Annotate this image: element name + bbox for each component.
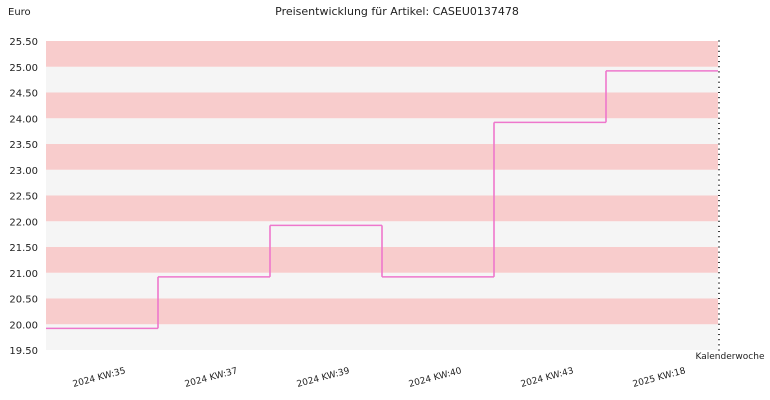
x-tick-label: 2024 KW:37 <box>184 366 239 390</box>
x-tick-label: 2024 KW:39 <box>296 366 351 390</box>
plot-band <box>46 92 718 119</box>
plot-band <box>46 298 718 325</box>
y-tick-label: 25.50 <box>9 37 38 48</box>
y-tick-label: 20.50 <box>9 295 38 306</box>
y-tick-label: 25.00 <box>9 63 38 74</box>
x-axis: 2024 KW:35 2024 KW:37 2024 KW:39 2024 KW:40… <box>72 366 687 390</box>
x-tick-label: 2024 KW:35 <box>72 366 127 390</box>
x-axis-label: Kalenderwoche <box>695 352 764 362</box>
plot-background-bands <box>46 41 718 350</box>
y-tick-label: 19.50 <box>9 346 38 357</box>
plot-band <box>46 144 718 170</box>
y-tick-label: 24.50 <box>9 89 38 100</box>
y-tick-label: 23.50 <box>9 140 38 151</box>
y-tick-label: 22.50 <box>9 192 38 203</box>
y-tick-label: 24.00 <box>9 114 38 125</box>
y-tick-label: 20.00 <box>9 320 38 331</box>
y-tick-label: 23.00 <box>9 166 38 177</box>
x-tick-label: 2024 KW:43 <box>520 366 575 390</box>
plot-band <box>46 195 718 222</box>
y-tick-label: 22.00 <box>9 217 38 228</box>
y-tick-label: 21.50 <box>9 243 38 254</box>
y-axis-label: Euro <box>8 7 31 18</box>
chart-title: Preisentwicklung für Artikel: CASEU01374… <box>275 5 519 18</box>
x-tick-label: 2025 KW:18 <box>632 366 687 390</box>
price-series <box>46 70 718 330</box>
y-tick-label: 21.00 <box>9 269 38 280</box>
x-tick-label: 2024 KW:40 <box>408 366 463 390</box>
plot-band <box>46 118 718 144</box>
plot-band <box>46 169 718 196</box>
y-axis: 19.50 20.00 20.50 21.00 21.50 22.00 22.50 23.00… <box>9 37 720 357</box>
plot-band <box>46 41 718 67</box>
